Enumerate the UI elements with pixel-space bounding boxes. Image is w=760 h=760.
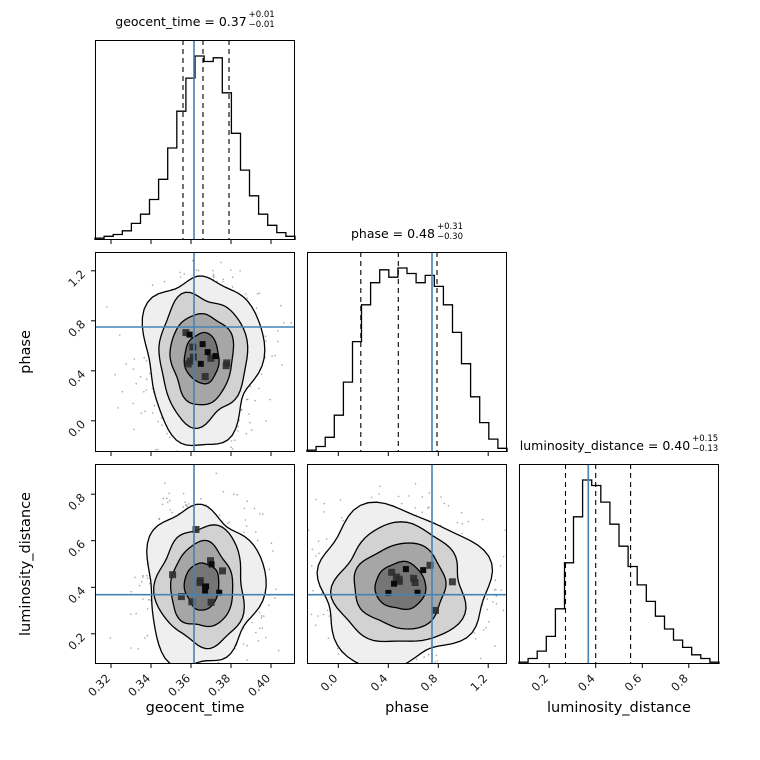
dense-bin: [391, 580, 397, 587]
x-tick-label: 0.6: [622, 671, 645, 694]
dense-bin: [207, 354, 215, 362]
dense-bin: [186, 357, 194, 365]
y-tick-label: 0.0: [65, 417, 88, 440]
x-tick-label: 0.0: [318, 671, 341, 694]
y-tick-label: 0.4: [65, 584, 88, 607]
title-uncertainty: +0.15 −0.13: [692, 434, 719, 455]
dense-bin: [204, 349, 211, 356]
dense-bin: [402, 566, 409, 573]
x-tick-label: 0.8: [668, 671, 691, 694]
y-tick-label: 0.8: [65, 490, 88, 513]
dense-bin: [207, 557, 214, 565]
dense-bin: [196, 579, 204, 587]
x-axis-label-phase: phase: [385, 700, 429, 716]
dense-bin: [188, 598, 196, 606]
title-upper-error: +0.15: [692, 434, 719, 445]
dense-bin: [432, 606, 439, 614]
dense-bin: [199, 341, 206, 348]
x-axis-label-luminosity-distance: luminosity_distance: [547, 700, 691, 716]
x-tick-label: 0.38: [205, 671, 233, 699]
panel-phase-hist: [306, 252, 508, 456]
panel-geocent_time-hist: [94, 40, 296, 244]
y-tick-label: 0.8: [65, 317, 88, 340]
title-uncertainty: +0.31 −0.30: [436, 222, 464, 243]
dense-bin: [448, 578, 456, 586]
dense-bin: [177, 593, 185, 601]
dense-bin: [197, 360, 204, 367]
dense-bin: [223, 359, 231, 367]
title-uncertainty: +0.01 −0.01: [248, 10, 275, 31]
dense-bin: [192, 526, 200, 533]
density-layer: [95, 464, 295, 664]
x-axis-label-geocent-time: geocent_time: [145, 700, 245, 716]
y-tick-label: 0.6: [65, 537, 88, 560]
title-value: luminosity_distance = 0.40: [519, 437, 691, 453]
x-tick-label: 0.34: [125, 671, 153, 699]
panel-geocent_time-vs-phase: 0.0 0.4 0.8 1.2: [65, 252, 295, 456]
title-lower-error: −0.01: [248, 20, 275, 30]
histogram-outline: [518, 479, 720, 664]
panel-frame: [519, 464, 719, 664]
dense-bin: [186, 331, 193, 338]
panel-frame: [95, 252, 295, 452]
dense-bin: [182, 329, 190, 337]
title-value: geocent_time = 0.37: [115, 13, 247, 29]
title-value: phase = 0.48: [350, 225, 435, 241]
y-tick-label: 1.2: [65, 267, 88, 290]
x-tick-label: 0.40: [245, 671, 273, 699]
dense-bin: [411, 579, 419, 587]
panel-frame: [95, 40, 295, 240]
panel-title-geocent-time: geocent_time = 0.37 +0.01 −0.01: [95, 8, 295, 34]
title-lower-error: −0.30: [436, 232, 464, 242]
x-tick-label: 0.36: [165, 671, 193, 699]
title-upper-error: +0.31: [436, 222, 464, 233]
dense-bin: [420, 567, 427, 574]
panel-title-phase: phase = 0.48 +0.31 −0.30: [307, 220, 507, 246]
panel-frame: [307, 464, 507, 664]
dense-bin: [385, 589, 392, 596]
panel-geocent_time-vs-luminosity_distance: 0.32 0.34 0.36 0.38 0.40 0.2 0.4 0.6 0.8: [65, 464, 295, 699]
dense-bin: [202, 583, 209, 590]
density-layer: [307, 464, 507, 664]
x-tick-label: 0.8: [418, 671, 441, 694]
dense-bin: [207, 598, 215, 606]
x-tick-label: 0.4: [368, 671, 391, 694]
panel-frame: [95, 464, 295, 664]
x-tick-label: 0.4: [575, 671, 598, 694]
x-tick-label: 0.32: [85, 671, 113, 699]
panel-title-luminosity-distance: luminosity_distance = 0.40 +0.15 −0.13: [519, 432, 719, 458]
histogram-outline: [306, 267, 508, 452]
dense-bin: [169, 571, 177, 579]
histogram-outline: [94, 55, 296, 240]
dense-bin: [388, 568, 396, 576]
panel-phase-vs-luminosity_distance: 0.0 0.4 0.8 1.2: [307, 464, 507, 694]
dense-bin: [212, 353, 219, 360]
panel-luminosity_distance-hist: 0.2 0.4 0.6 0.8: [518, 464, 720, 694]
contour-level: [374, 560, 427, 611]
title-upper-error: +0.01: [248, 10, 275, 21]
dense-bin: [202, 587, 209, 594]
dense-bin: [414, 589, 421, 596]
title-lower-error: −0.13: [692, 444, 719, 454]
dense-bin: [208, 561, 215, 568]
y-tick-label: 0.2: [65, 630, 88, 653]
panel-frame: [307, 252, 507, 452]
x-tick-label: 1.2: [467, 671, 490, 694]
y-tick-label: 0.4: [65, 367, 88, 390]
dense-bin: [410, 574, 418, 582]
dense-bin: [201, 373, 209, 381]
dense-bin: [189, 343, 197, 351]
density-layer: [95, 252, 295, 452]
dense-bin: [216, 589, 223, 596]
dense-bin: [426, 561, 434, 569]
dense-bin: [219, 567, 226, 575]
x-tick-label: 0.2: [528, 671, 551, 694]
dense-bin: [392, 573, 400, 581]
